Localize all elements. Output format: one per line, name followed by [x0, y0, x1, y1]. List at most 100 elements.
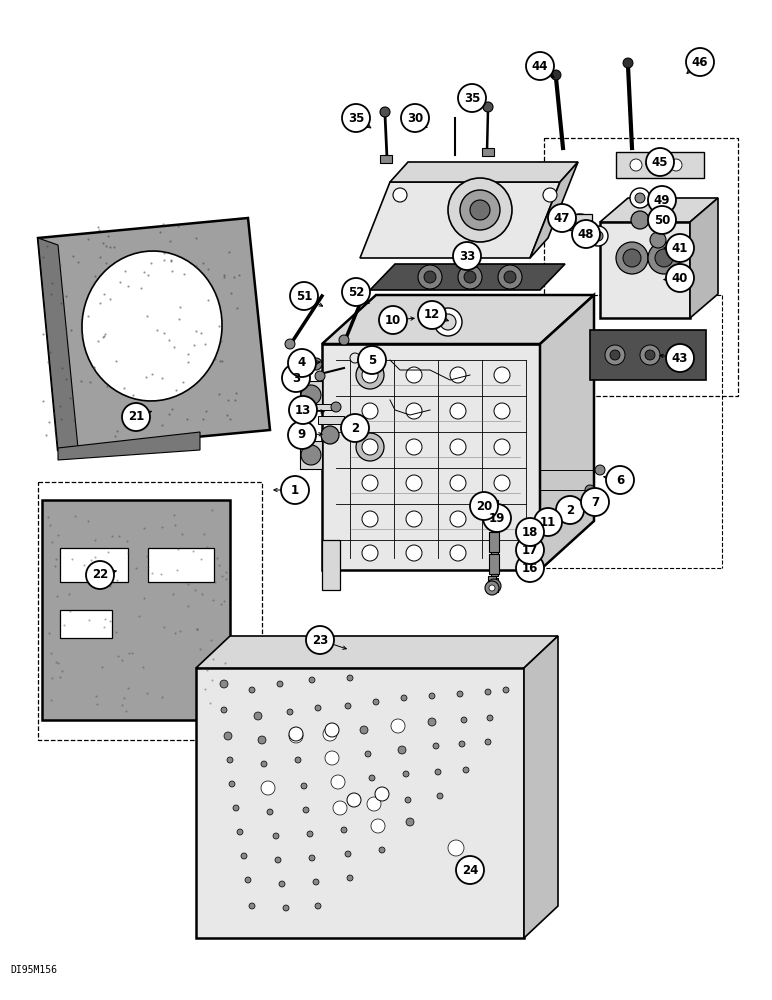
Polygon shape	[540, 295, 594, 570]
Circle shape	[435, 769, 441, 775]
Text: 10: 10	[385, 314, 401, 326]
Circle shape	[258, 736, 266, 744]
Circle shape	[406, 367, 422, 383]
Bar	[491, 578, 498, 592]
Ellipse shape	[568, 214, 592, 230]
Text: 5: 5	[368, 354, 376, 366]
Circle shape	[233, 805, 239, 811]
Circle shape	[241, 853, 247, 859]
Circle shape	[261, 761, 267, 767]
Bar	[616, 152, 704, 178]
Circle shape	[365, 751, 371, 757]
Circle shape	[275, 857, 281, 863]
Circle shape	[487, 715, 493, 721]
Circle shape	[666, 264, 694, 292]
Polygon shape	[360, 182, 560, 258]
Circle shape	[666, 234, 694, 262]
Circle shape	[406, 511, 422, 527]
Bar	[300, 381, 322, 409]
Polygon shape	[600, 198, 718, 222]
Circle shape	[424, 271, 436, 283]
Circle shape	[295, 757, 301, 763]
Circle shape	[342, 104, 370, 132]
Circle shape	[678, 350, 688, 360]
Bar	[60, 548, 128, 582]
Circle shape	[673, 345, 693, 365]
Circle shape	[362, 367, 378, 383]
Circle shape	[380, 107, 390, 117]
Circle shape	[393, 188, 407, 202]
Bar	[488, 576, 496, 586]
Circle shape	[494, 403, 510, 419]
Text: 40: 40	[672, 271, 688, 284]
Circle shape	[450, 403, 466, 419]
Text: 48: 48	[577, 228, 594, 240]
Circle shape	[362, 545, 378, 561]
Text: 4: 4	[298, 357, 306, 369]
Circle shape	[405, 797, 411, 803]
Circle shape	[448, 840, 464, 856]
Circle shape	[428, 718, 436, 726]
Circle shape	[458, 265, 482, 289]
Circle shape	[360, 726, 368, 734]
Circle shape	[450, 511, 466, 527]
Circle shape	[450, 545, 466, 561]
Circle shape	[650, 159, 662, 171]
Text: 19: 19	[489, 512, 505, 524]
Circle shape	[605, 345, 625, 365]
Polygon shape	[58, 432, 200, 460]
Circle shape	[401, 104, 429, 132]
Circle shape	[450, 475, 466, 491]
Text: 11: 11	[540, 516, 556, 528]
Circle shape	[516, 554, 544, 582]
Circle shape	[315, 903, 321, 909]
Circle shape	[347, 875, 353, 881]
Circle shape	[630, 159, 642, 171]
Circle shape	[249, 903, 255, 909]
Circle shape	[610, 350, 620, 360]
Circle shape	[254, 712, 262, 720]
Circle shape	[371, 819, 385, 833]
Circle shape	[220, 680, 228, 688]
Text: 16: 16	[522, 562, 538, 574]
Circle shape	[456, 856, 484, 884]
Circle shape	[347, 793, 361, 807]
Text: 46: 46	[692, 55, 708, 68]
Circle shape	[325, 723, 339, 737]
Text: 2: 2	[351, 422, 359, 434]
Text: 3: 3	[292, 371, 300, 384]
Bar	[315, 404, 337, 410]
Circle shape	[551, 70, 561, 80]
Polygon shape	[38, 218, 270, 450]
Bar	[482, 148, 494, 156]
Circle shape	[450, 439, 466, 455]
Circle shape	[350, 353, 360, 363]
Circle shape	[485, 689, 491, 695]
Polygon shape	[524, 636, 558, 938]
Circle shape	[333, 801, 347, 815]
Circle shape	[331, 402, 341, 412]
Polygon shape	[322, 295, 594, 344]
Circle shape	[362, 439, 378, 455]
Circle shape	[345, 851, 351, 857]
Bar	[544, 138, 738, 396]
Circle shape	[459, 741, 465, 747]
Bar	[148, 548, 214, 582]
Circle shape	[494, 475, 510, 491]
Circle shape	[290, 282, 318, 310]
Text: 30: 30	[407, 111, 423, 124]
Circle shape	[646, 148, 674, 176]
Circle shape	[273, 833, 279, 839]
Circle shape	[341, 827, 347, 833]
Circle shape	[406, 439, 422, 455]
Circle shape	[310, 358, 322, 370]
Text: 2: 2	[566, 504, 574, 516]
Bar	[568, 214, 592, 230]
Polygon shape	[390, 162, 578, 182]
Circle shape	[309, 855, 315, 861]
Circle shape	[458, 84, 486, 112]
Circle shape	[645, 350, 655, 360]
Circle shape	[516, 536, 544, 564]
Circle shape	[227, 757, 233, 763]
Polygon shape	[42, 500, 230, 720]
